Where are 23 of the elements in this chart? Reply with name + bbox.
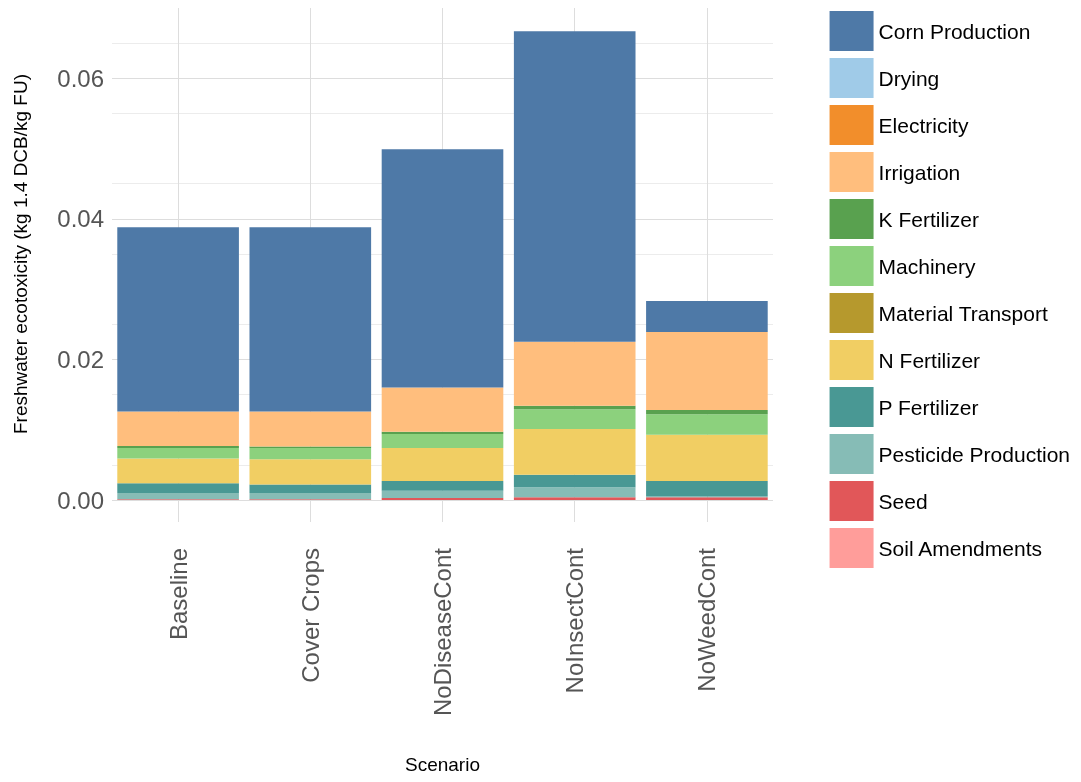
x-axis-title: Scenario — [405, 754, 480, 775]
legend-label: Material Transport — [878, 301, 1048, 325]
x-tick-label: NoDiseaseCont — [429, 547, 456, 717]
legend-label: N Fertilizer — [878, 348, 981, 372]
y-tick-label: 0.00 — [57, 486, 104, 514]
y-axis-title: Freshwater ecotoxicity (kg 1.4 DCB/kg FU) — [10, 73, 31, 435]
y-tick-label: 0.04 — [57, 205, 104, 233]
legend-label: Machinery — [878, 254, 976, 278]
legend-label: Soil Amendments — [878, 536, 1042, 560]
legend-label: Seed — [878, 489, 928, 513]
legend-label: Drying — [878, 66, 940, 90]
legend-label: K Fertilizer — [878, 207, 979, 231]
x-tick-label: NoInsectCont — [561, 547, 589, 694]
legend-label: P Fertilizer — [878, 395, 979, 419]
x-tick-label: Cover Crops — [296, 548, 324, 683]
y-tick-label: 0.06 — [57, 64, 104, 92]
legend-label: Pesticide Production — [878, 442, 1071, 466]
y-tick-label: 0.02 — [57, 345, 104, 373]
legend-label: Irrigation — [878, 160, 961, 184]
legend-label: Corn Production — [878, 19, 1031, 43]
legend-label: Electricity — [878, 113, 969, 137]
x-tick-label: Baseline — [164, 548, 192, 641]
x-tick-label: NoWeedCont — [693, 547, 721, 692]
